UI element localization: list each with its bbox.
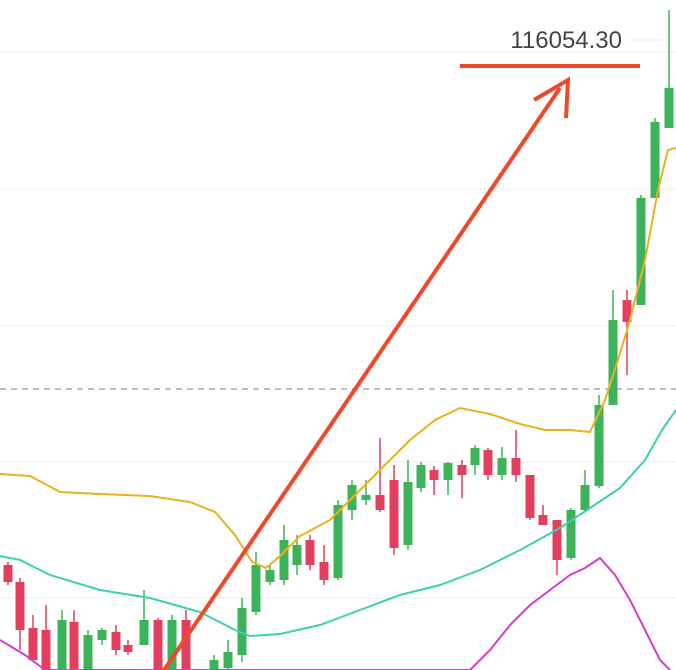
candle-body [429, 470, 439, 480]
candle-body [403, 482, 413, 545]
candle-body [181, 620, 191, 670]
candle-body [237, 608, 247, 655]
candle-body [375, 495, 385, 510]
candle-body [111, 632, 121, 650]
candle-body [552, 520, 562, 560]
candle-body [3, 565, 13, 582]
candle-body [209, 660, 219, 670]
band-magenta [0, 556, 671, 670]
candle-body [223, 652, 233, 668]
candle-body [566, 510, 576, 558]
candle-body [15, 582, 25, 630]
ma-yellow [0, 147, 676, 570]
candle-body [650, 122, 660, 198]
candle-body [636, 198, 646, 305]
arrow-shaft [162, 86, 562, 670]
candle-body [265, 570, 275, 582]
candle-body [333, 505, 343, 578]
arrow-head [532, 76, 571, 119]
candle-body [525, 475, 535, 518]
candle-body [167, 620, 177, 670]
candle-body [622, 300, 632, 322]
candle-body [153, 620, 163, 670]
candle-body [497, 458, 507, 475]
candle-body [69, 622, 79, 670]
arrow [162, 64, 640, 670]
grid [0, 39, 676, 599]
candle-body [251, 565, 261, 612]
candle-body [305, 540, 315, 565]
candle-body [580, 485, 590, 510]
candle-body [457, 465, 467, 475]
candle-body [389, 480, 399, 548]
candle-body [97, 630, 107, 640]
candle-body [292, 545, 302, 565]
candle-body [538, 515, 548, 525]
candle-body [361, 495, 371, 500]
candle-body [608, 320, 618, 405]
candle-body [319, 562, 329, 580]
candle-body [57, 620, 67, 670]
candle-body [139, 620, 149, 645]
price-label: 116054.30 [510, 27, 622, 54]
candle-body [511, 458, 521, 475]
candle-body [483, 450, 493, 475]
candle-body [416, 465, 426, 488]
candle-body [443, 463, 453, 480]
candle-body [664, 88, 674, 128]
candle-body [594, 405, 604, 486]
candle-body [279, 540, 289, 580]
candle-body [28, 628, 38, 660]
ma-teal [0, 409, 676, 638]
candle-body [123, 645, 133, 652]
candle-body [41, 630, 51, 670]
candle-body [83, 635, 93, 670]
candle-body [470, 448, 480, 465]
candles [3, 10, 674, 670]
